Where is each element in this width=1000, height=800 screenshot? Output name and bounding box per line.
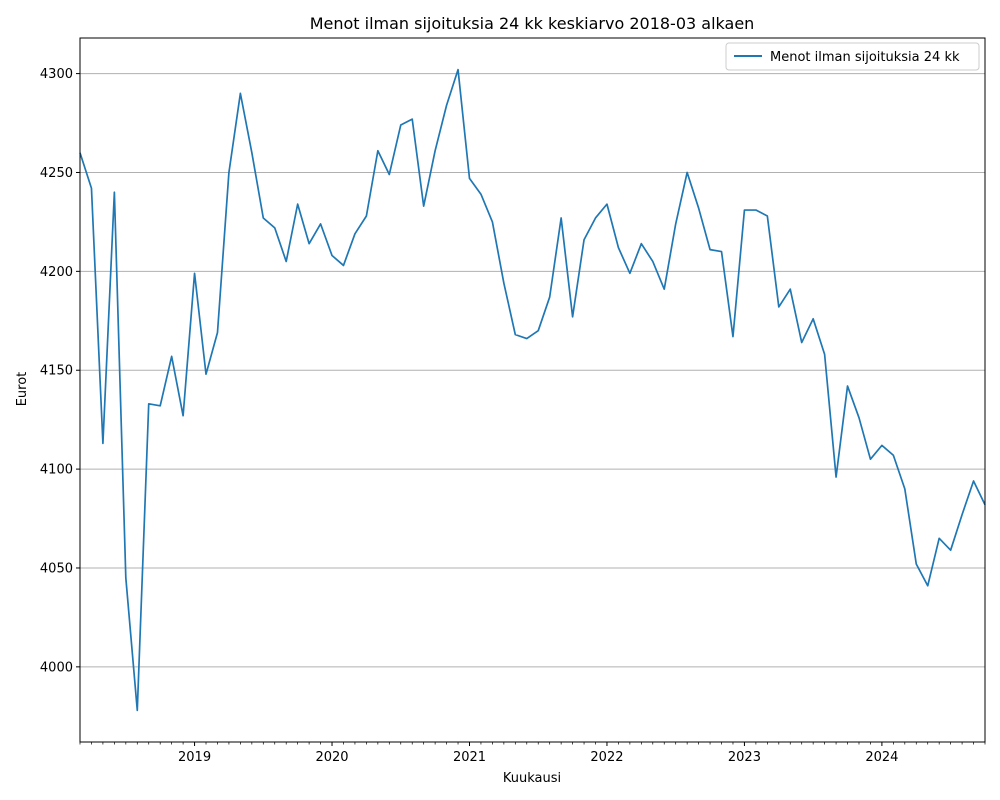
legend-box [725,42,980,71]
y-tick-label-4200: 4200 [40,265,73,280]
grid-lines [80,73,985,668]
y-tick-label-4050: 4050 [40,561,73,576]
y-axis-title: Eurot [15,372,30,407]
x-tick-label-2021: 2021 [453,750,486,765]
x-tick-label-2023: 2023 [728,750,761,765]
x-tick-label-2024: 2024 [865,750,898,765]
x-axis-title: Kuukausi [503,771,561,786]
series-line-0 [79,68,986,712]
x-tick-label-2022: 2022 [590,750,623,765]
series-layer [79,68,986,712]
x-tick-label-2020: 2020 [315,750,348,765]
y-tick-label-4150: 4150 [40,364,73,379]
chart-title: Menot ilman sijoituksia 24 kk keskiarvo … [310,14,755,33]
y-axis: 4000 4050 4100 4150 4200 4250 4300 [40,67,80,675]
x-axis: 2019 2020 2021 2022 2023 2024 [79,742,986,765]
plot-frame [79,37,986,743]
x-tick-label-2019: 2019 [178,750,211,765]
legend-label: Menot ilman sijoituksia 24 kk [770,50,960,65]
y-tick-label-4000: 4000 [40,660,73,675]
legend: Menot ilman sijoituksia 24 kk [725,42,980,71]
y-tick-label-4300: 4300 [40,67,73,82]
y-tick-label-4250: 4250 [40,166,73,181]
y-tick-label-4100: 4100 [40,463,73,478]
